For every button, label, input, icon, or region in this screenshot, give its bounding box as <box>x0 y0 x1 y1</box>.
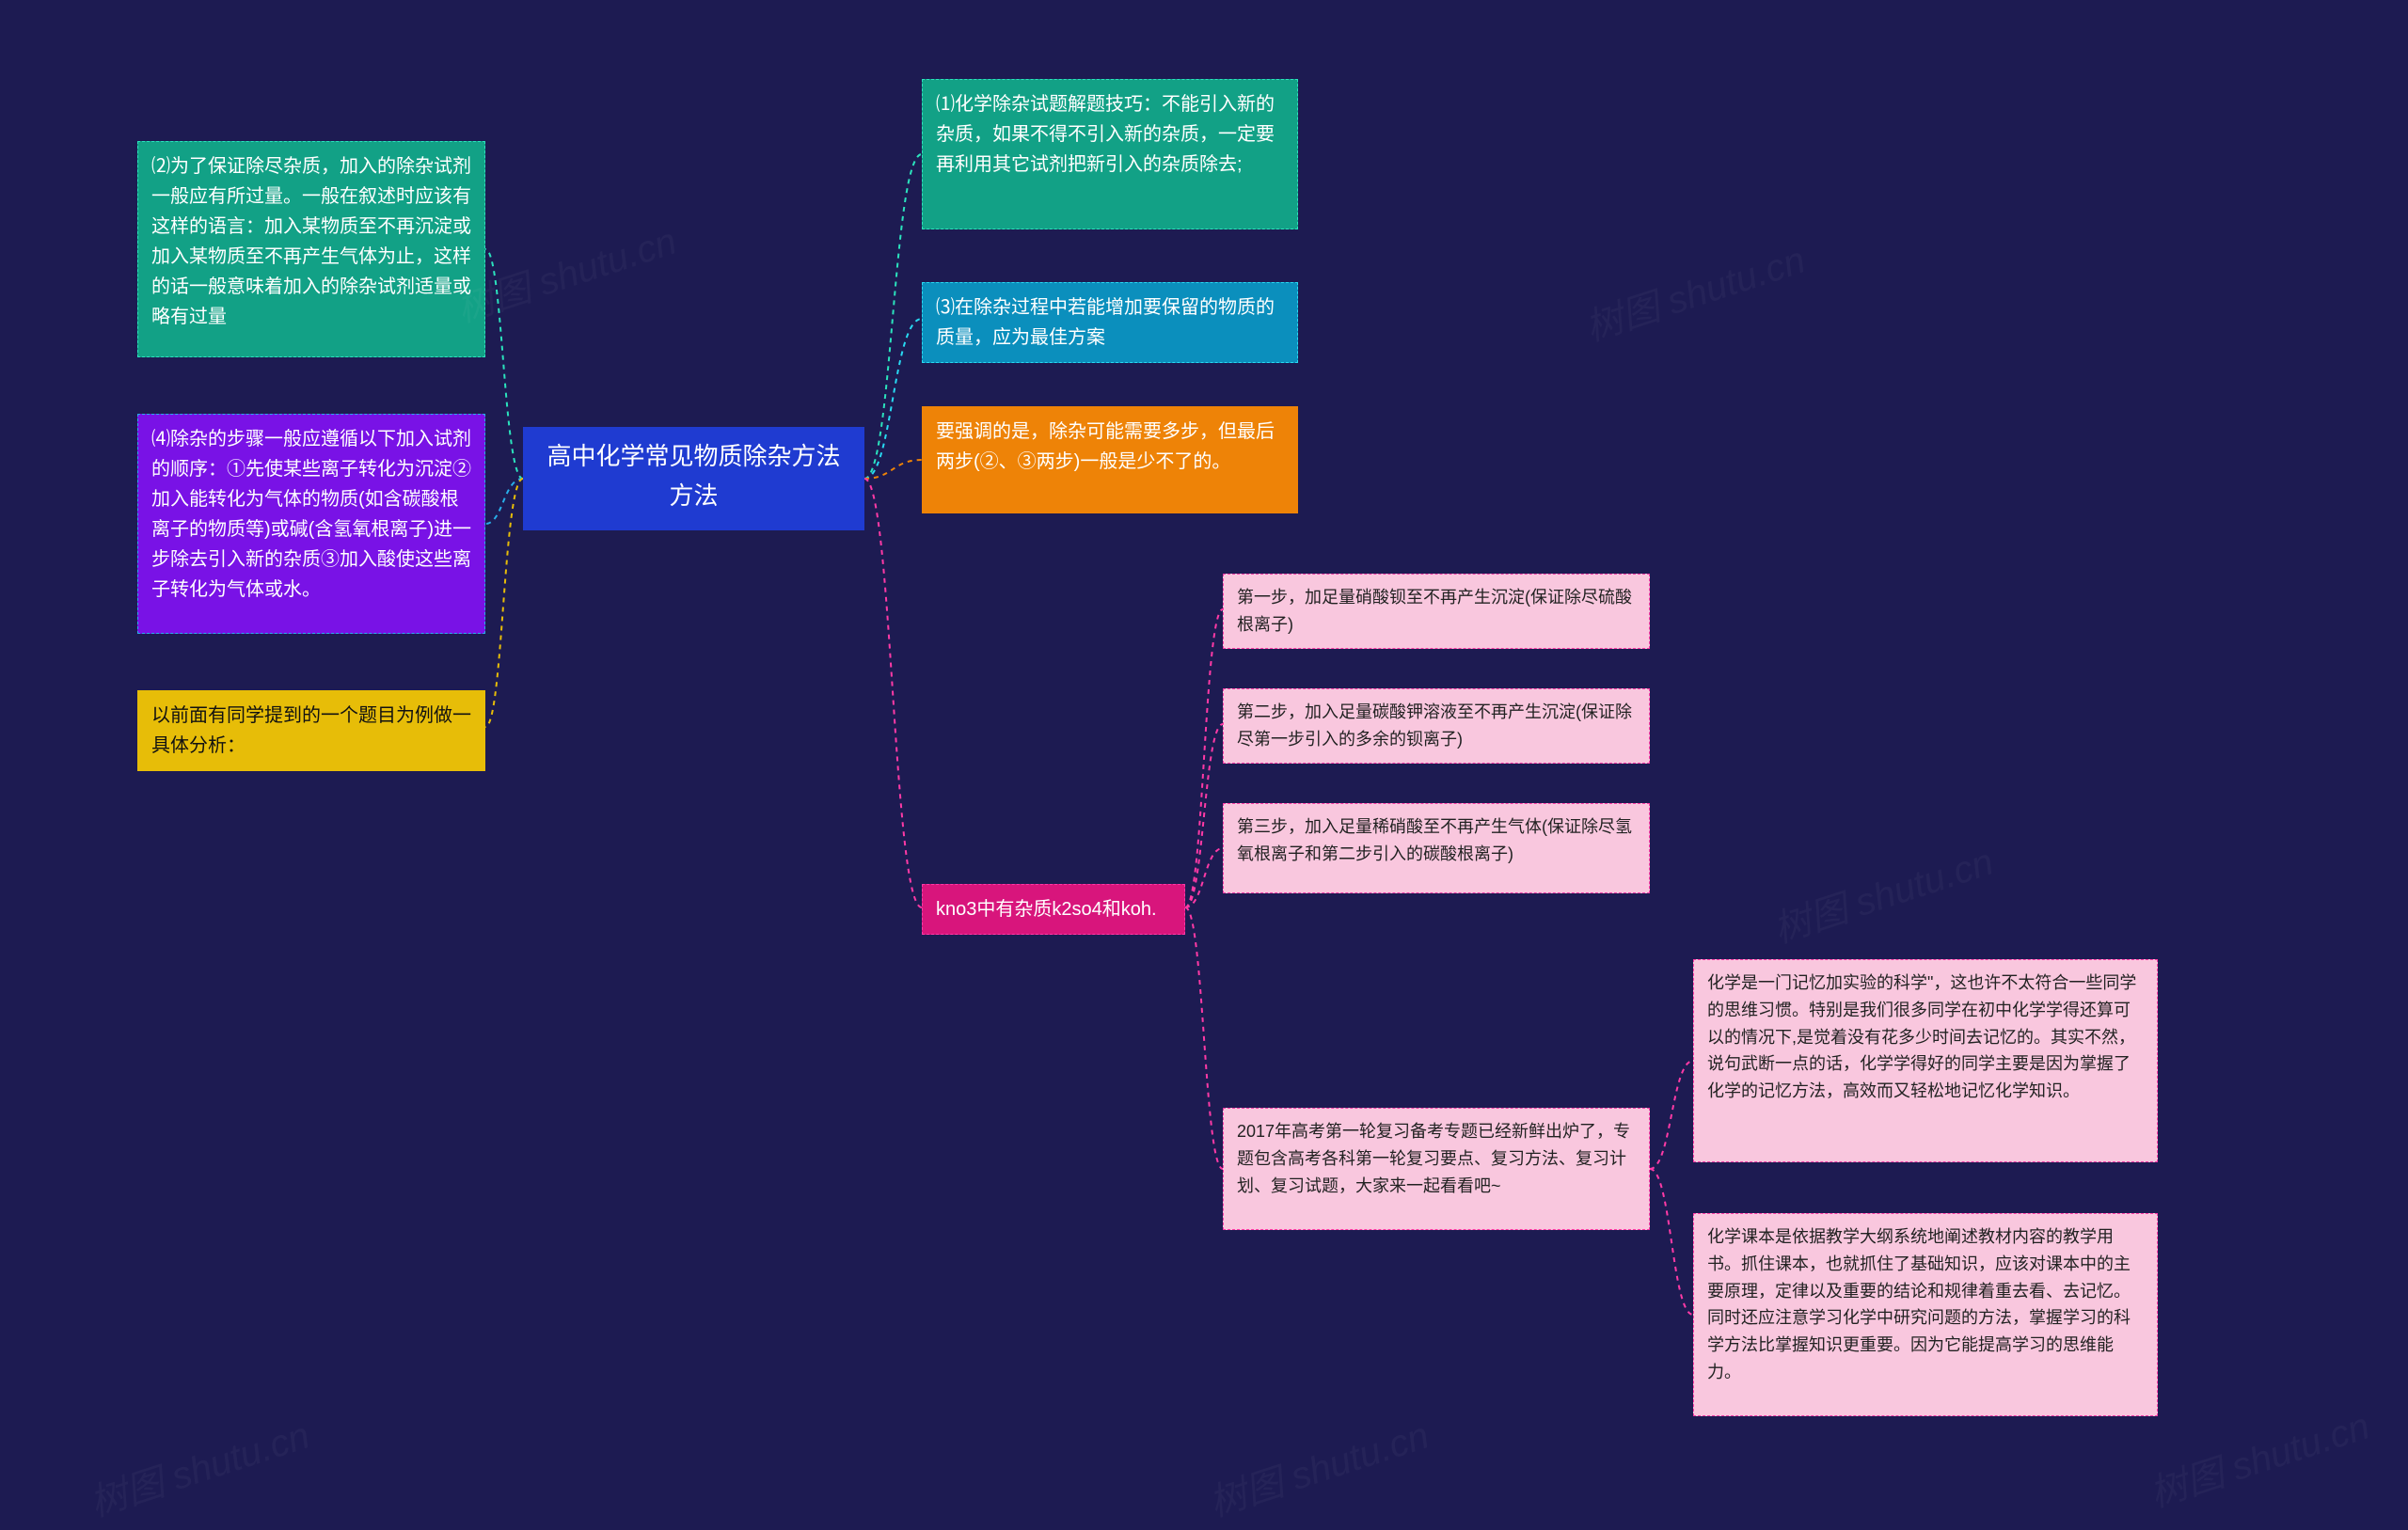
edge-R4d-R4d2 <box>1650 1169 1693 1315</box>
edge-R4-R4d <box>1185 907 1223 1169</box>
edge-root-L2 <box>485 479 523 524</box>
watermark: 树图 shutu.cn <box>1577 229 1811 352</box>
edge-root-R3 <box>864 460 922 479</box>
watermark: 树图 shutu.cn <box>82 1405 315 1527</box>
node-r4-step3[interactable]: 第三步，加入足量稀硝酸至不再产生气体(保证除尽氢氧根离子和第二步引入的碳酸根离子… <box>1223 803 1650 893</box>
edge-root-L1 <box>485 249 523 479</box>
edge-R4-R4a <box>1185 609 1223 907</box>
node-r4-step1[interactable]: 第一步，加足量硝酸钡至不再产生沉淀(保证除尽硫酸根离子) <box>1223 574 1650 649</box>
edge-R4-R4b <box>1185 724 1223 907</box>
watermark: 树图 shutu.cn <box>1201 1405 1434 1527</box>
node-right-3[interactable]: 要强调的是，除杂可能需要多步，但最后两步(②、③两步)一般是少不了的。 <box>922 406 1298 513</box>
node-r4-step4[interactable]: 2017年高考第一轮复习备考专题已经新鲜出炉了，专题包含高考各科第一轮复习要点、… <box>1223 1108 1650 1230</box>
node-right-4[interactable]: kno3中有杂质k2so4和koh. <box>922 884 1185 935</box>
edge-root-R2 <box>864 319 922 479</box>
edge-root-L3 <box>485 479 523 727</box>
edge-root-R4 <box>864 479 922 907</box>
node-right-1[interactable]: ⑴化学除杂试题解题技巧：不能引入新的杂质，如果不得不引入新的杂质，一定要再利用其… <box>922 79 1298 229</box>
node-right-2[interactable]: ⑶在除杂过程中若能增加要保留的物质的质量，应为最佳方案 <box>922 282 1298 363</box>
node-r4d-child1[interactable]: 化学是一门记忆加实验的科学"，这也许不太符合一些同学的思维习惯。特别是我们很多同… <box>1693 959 2158 1162</box>
node-r4-step2[interactable]: 第二步，加入足量碳酸钾溶液至不再产生沉淀(保证除尽第一步引入的多余的钡离子) <box>1223 688 1650 764</box>
watermark: 树图 shutu.cn <box>2142 1396 2375 1518</box>
node-left-3[interactable]: 以前面有同学提到的一个题目为例做一具体分析： <box>137 690 485 771</box>
node-r4d-child2[interactable]: 化学课本是依据教学大纲系统地阐述教材内容的教学用书。抓住课本，也就抓住了基础知识… <box>1693 1213 2158 1416</box>
node-left-2[interactable]: ⑷除杂的步骤一般应遵循以下加入试剂的顺序：①先使某些离子转化为沉淀②加入能转化为… <box>137 414 485 634</box>
edge-root-R1 <box>864 154 922 479</box>
edge-R4-R4c <box>1185 848 1223 907</box>
watermark: 树图 shutu.cn <box>1766 831 1999 954</box>
node-left-1[interactable]: ⑵为了保证除尽杂质，加入的除杂试剂一般应有所过量。一般在叙述时应该有这样的语言：… <box>137 141 485 357</box>
edge-R4d-R4d1 <box>1650 1061 1693 1169</box>
root-node[interactable]: 高中化学常见物质除杂方法方法 <box>523 427 864 530</box>
